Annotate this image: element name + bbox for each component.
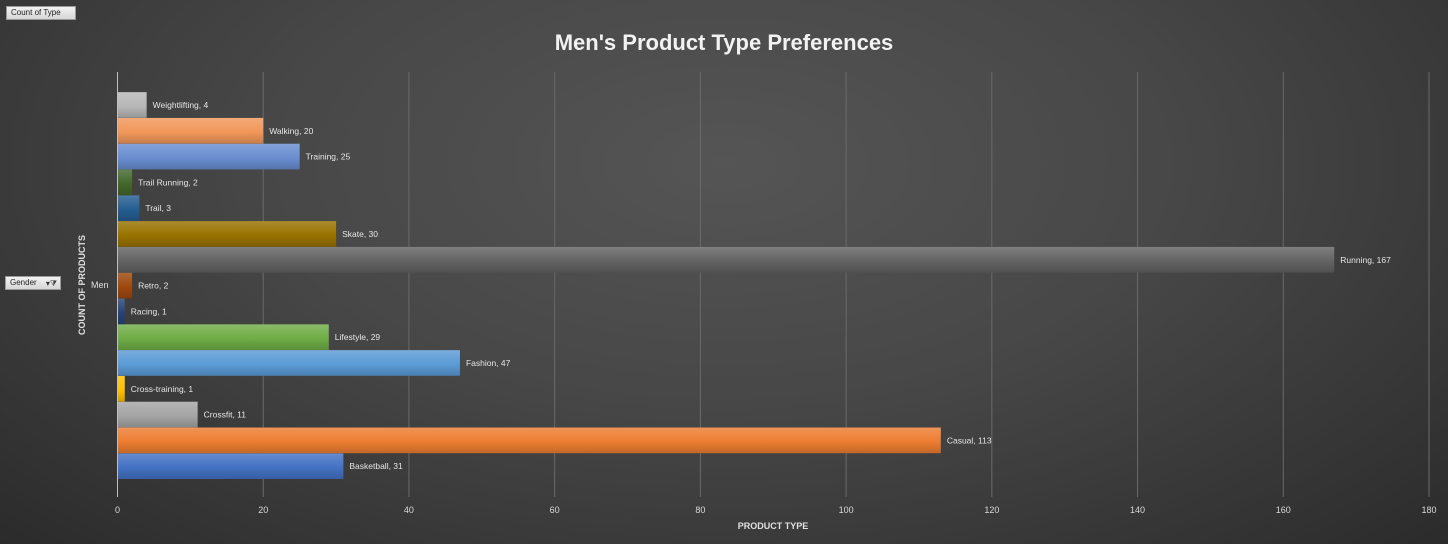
bar-crossfit[interactable] [117,401,198,428]
gridlines [262,72,1430,497]
data-label-crossfit: Crossfit, 11 [204,410,247,420]
bar-fashion[interactable] [117,350,460,376]
data-label-trail-running: Trail Running, 2 [138,177,198,187]
data-label-casual: Casual, 113 [947,435,992,445]
bar-trail[interactable] [117,195,140,221]
data-label-racing: Racing, 1 [131,306,167,316]
data-label-weightlifting: Weightlifting, 4 [153,100,209,110]
data-labels: Basketball, 31 Casual, 113 Crossfit, 11 Cro… [131,100,1391,471]
chart-title: Men's Product Type Preferences [554,30,894,55]
x-tick-label: 80 [695,505,705,515]
bar-basketball[interactable] [117,453,344,479]
x-tick-label: 100 [839,505,854,515]
x-tick-label: 40 [404,505,414,515]
data-label-lifestyle: Lifestyle, 29 [335,332,381,342]
data-label-trail: Trail, 3 [145,203,171,213]
bar-running[interactable] [117,246,1335,273]
data-label-basketball: Basketball, 31 [349,461,403,471]
count-of-type-field-button[interactable]: Count of Type [6,6,76,20]
count-of-type-label: Count of Type [11,8,61,17]
x-tick-label: 60 [550,505,560,515]
x-tick-label: 120 [984,505,999,515]
bar-casual[interactable] [117,427,941,454]
bar-walking[interactable] [117,117,264,144]
filter-dropdown-icon[interactable]: ▾⧩ [45,279,57,288]
bar-skate[interactable] [117,221,337,247]
category-label-men: Men [91,280,109,290]
gender-field-button[interactable]: Gender ▾⧩ [5,276,61,290]
bar-weightlifting[interactable] [117,92,147,118]
data-label-retro: Retro, 2 [138,281,169,291]
data-label-fashion: Fashion, 47 [466,358,511,368]
x-tick-label: 20 [258,505,268,515]
bar-retro[interactable] [117,272,133,299]
data-label-training: Training, 25 [306,152,351,162]
x-axis-title: PRODUCT TYPE [737,521,809,531]
x-tick-label: 140 [1130,505,1145,515]
x-tick-label: 0 [115,505,120,515]
data-label-running: Running, 167 [1340,255,1391,265]
data-label-skate: Skate, 30 [342,229,378,239]
x-tick-label: 160 [1276,505,1291,515]
bar-training[interactable] [117,143,300,170]
x-tick-labels: 0 20 40 60 80 100 120 140 160 180 [115,505,1437,515]
bar-lifestyle[interactable] [117,324,329,350]
data-label-walking: Walking, 20 [269,126,313,136]
x-tick-label: 180 [1421,505,1436,515]
data-label-cross-training: Cross-training, 1 [131,384,194,394]
gender-label: Gender [10,278,37,287]
bar-cross-training[interactable] [117,375,125,402]
bars [117,92,1335,479]
bar-trail-running[interactable] [117,169,133,196]
bar-racing[interactable] [117,298,125,325]
